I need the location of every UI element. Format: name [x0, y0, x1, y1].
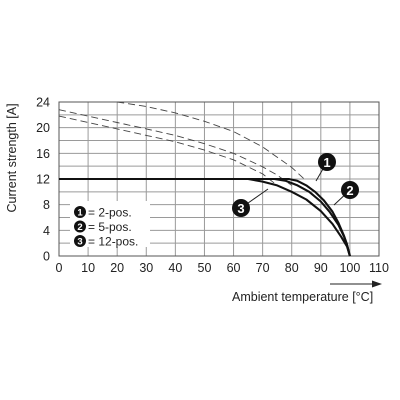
- callout-number: 1: [323, 155, 330, 170]
- legend-label: = 5-pos.: [88, 220, 132, 234]
- x-tick-label: 20: [110, 261, 124, 275]
- x-tick-label: 110: [369, 261, 389, 275]
- x-tick-label: 60: [227, 261, 241, 275]
- legend-entries: 1 = 2-pos. 2 = 5-pos. 3 = 12-pos.: [74, 205, 138, 248]
- legend-marker-1: [74, 206, 86, 218]
- x-tick-label: 40: [168, 261, 182, 275]
- solid-curves: [59, 177, 351, 257]
- legend-marker-number: 1: [77, 208, 83, 219]
- x-tick-label: 70: [256, 261, 270, 275]
- callout-marker-3: [232, 199, 250, 217]
- y-axis-label: Current strength [A]: [5, 103, 19, 212]
- dashed-curves: [58, 101, 307, 186]
- curve-callouts: 1 2 3: [232, 153, 359, 217]
- legend-marker-2: [74, 220, 86, 233]
- x-tick-label: 90: [314, 261, 328, 275]
- callout-number: 3: [237, 201, 244, 216]
- x-tick-label: 100: [339, 261, 360, 275]
- y-tick-label: 4: [43, 224, 50, 238]
- callout-marker-2: [341, 181, 359, 199]
- legend-marker-number: 3: [77, 237, 82, 248]
- series-line-3-dashed: [58, 115, 278, 186]
- callout-marker-1: [318, 153, 336, 171]
- y-tick-label: 12: [36, 173, 50, 187]
- y-tick-label: 16: [36, 147, 50, 161]
- series-line-2-dashed: [58, 109, 292, 186]
- x-tick-labels: 0 10 20 30 40 50 60 70 80 90 100 110: [56, 261, 389, 275]
- x-tick-label: 0: [56, 261, 63, 275]
- series-line-3-solid: [59, 177, 351, 257]
- legend-marker-3: [74, 235, 86, 247]
- x-tick-label: 10: [81, 261, 95, 275]
- x-tick-label: 80: [285, 261, 299, 275]
- series-line-1-dashed: [117, 101, 307, 182]
- legend-label: = 2-pos.: [88, 205, 132, 219]
- series-line-2-solid: [59, 177, 351, 257]
- x-tick-label: 50: [198, 261, 212, 275]
- chart-grid: [58, 101, 380, 257]
- y-tick-label: 0: [43, 250, 50, 264]
- y-tick-label: 8: [43, 198, 50, 212]
- legend-label: = 12-pos.: [88, 234, 138, 248]
- x-axis-arrow: [330, 280, 382, 288]
- legend-marker-number: 2: [77, 222, 82, 233]
- y-tick-labels: 0 4 8 12 16 20 24: [36, 96, 50, 264]
- y-tick-label: 20: [36, 121, 50, 135]
- y-tick-label: 24: [36, 96, 50, 110]
- x-axis-label: Ambient temperature [°C]: [232, 290, 373, 304]
- callout-number: 2: [346, 183, 353, 198]
- x-tick-label: 30: [139, 261, 153, 275]
